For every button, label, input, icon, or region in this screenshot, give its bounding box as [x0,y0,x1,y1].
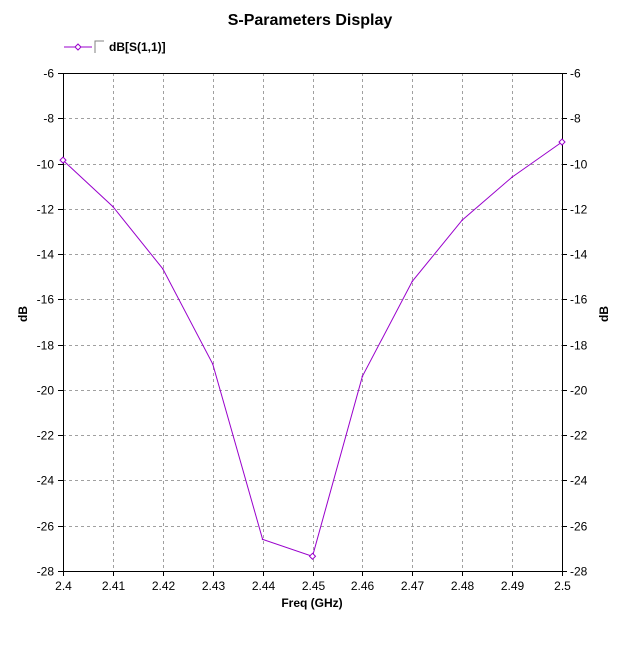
plot-area: -6 -6 -8 -8 -10 -10 -12 -12 -14 -14 -16 -16 -18 -18 -2… [37,67,588,594]
plot-frame [63,73,563,572]
data-point [511,176,513,178]
y-tick-label-left: -28 [37,565,55,579]
data-point [461,219,464,221]
x-tick-label: 2.47 [401,579,425,593]
y-tick-label-right: -22 [570,429,588,443]
y-tick-label-right: -6 [570,67,581,81]
legend: dB[S(1,1)] [64,40,166,54]
legend-marker-diamond [74,43,82,51]
x-tick-label: 2.49 [501,579,525,593]
y-tick-label-left: -18 [37,339,55,353]
y-tick-label-right: -16 [570,293,588,307]
data-point [112,205,114,208]
data-point [361,375,364,378]
legend-label: dB[S(1,1)] [109,40,166,54]
y-tick-label-right: -26 [570,520,588,534]
data-point [411,280,414,283]
data-point [211,363,214,365]
x-tick-label: 2.5 [554,579,571,593]
x-tick-label: 2.42 [152,579,176,593]
data-point [261,538,264,541]
y-tick-label-left: -22 [37,429,55,443]
x-tick-label: 2.48 [451,579,475,593]
x-tick-label: 2.45 [302,579,326,593]
x-tick-label: 2.46 [351,579,375,593]
y-tick-label-right: -18 [570,339,588,353]
y-tick-label-left: -6 [43,67,54,81]
y-tick-label-left: -24 [37,474,55,488]
chart-title: S-Parameters Display [228,12,393,29]
data-point [162,268,164,270]
data-point-marker [59,156,67,164]
y-tick-label-left: -16 [37,293,55,307]
y-tick-label-right: -8 [570,112,581,126]
y-axis-label-left: dB [16,306,30,322]
legend-swatch-icon [94,40,104,53]
data-point-marker [558,138,566,146]
y-tick-label-left: -10 [37,158,55,172]
x-axis-label: Freq (GHz) [281,596,342,610]
y-tick-label-right: -20 [570,384,588,398]
y-tick-label-left: -20 [37,384,55,398]
series-line-s11 [62,141,563,557]
y-tick-label-left: -8 [43,112,54,126]
y-tick-label-left: -26 [37,520,55,534]
y-tick-label-right: -28 [570,565,588,579]
y-tick-label-left: -12 [37,203,55,217]
y-tick-label-left: -14 [37,248,55,262]
x-tick-label: 2.4 [55,579,72,593]
data-point-marker [308,552,317,560]
y-tick-label-right: -24 [570,474,588,488]
y-tick-label-right: -10 [570,158,588,172]
x-tick-label: 2.44 [252,579,276,593]
x-tick-label: 2.43 [202,579,226,593]
x-tick-label: 2.41 [102,579,126,593]
y-tick-label-right: -12 [570,203,588,217]
y-axis-label-right: dB [597,306,611,322]
y-tick-label-right: -14 [570,248,588,262]
